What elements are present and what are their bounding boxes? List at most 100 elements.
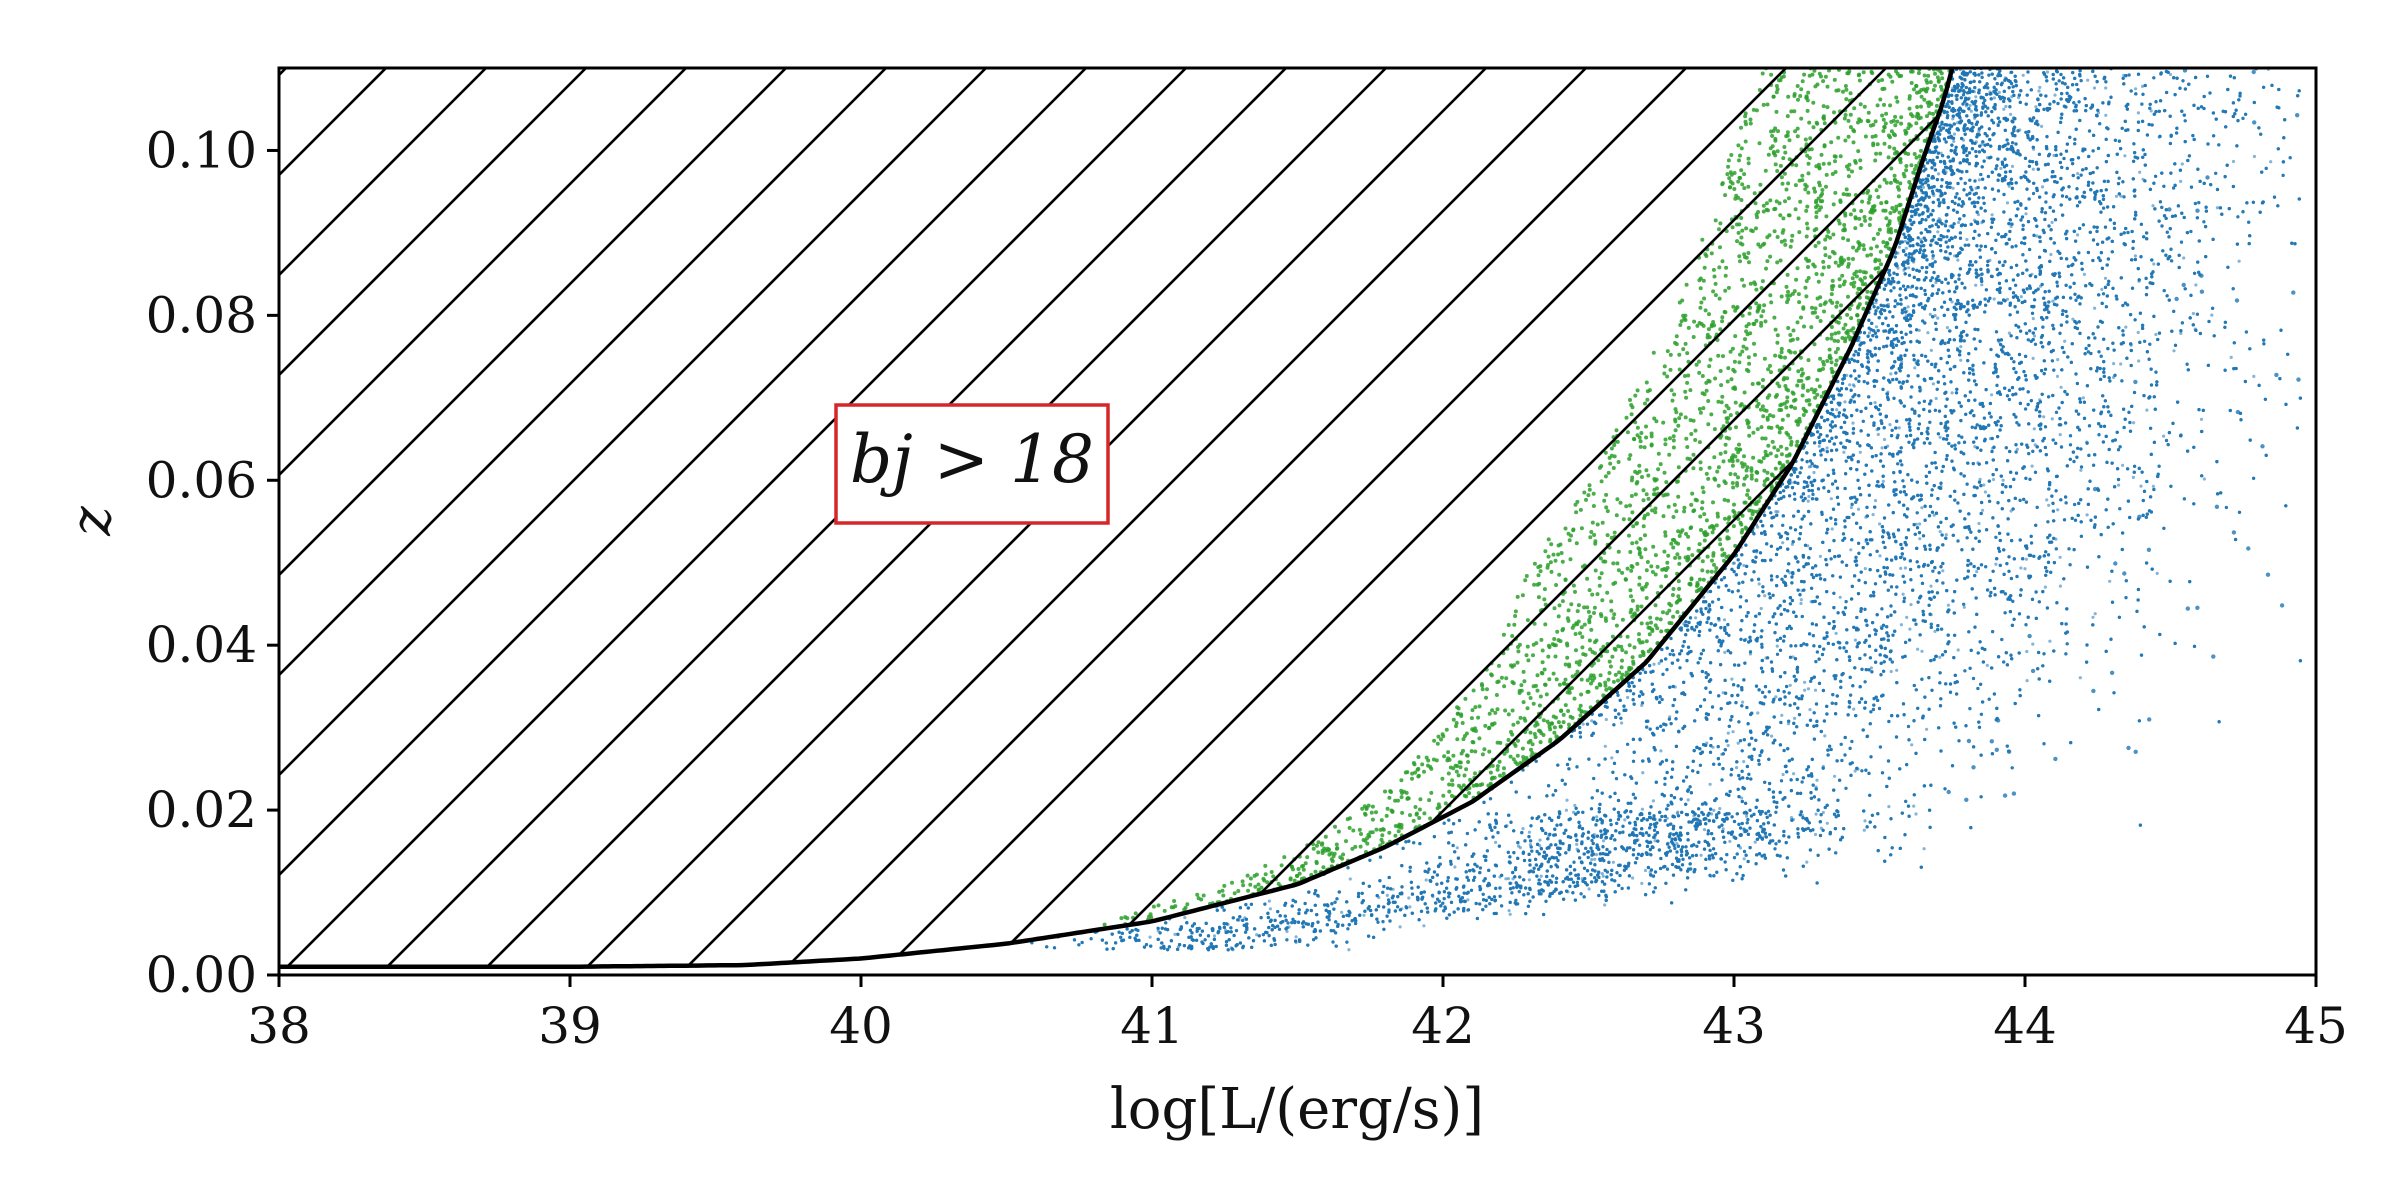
data-point-main bbox=[1818, 554, 1822, 559]
data-point-main bbox=[1853, 769, 1857, 773]
data-point-main bbox=[1821, 810, 1825, 815]
data-point-main bbox=[2005, 297, 2009, 301]
data-point-main bbox=[1858, 450, 1862, 454]
data-point-main bbox=[1781, 541, 1785, 545]
data-point-main bbox=[1918, 537, 1922, 541]
data-point-main bbox=[1686, 798, 1690, 802]
data-point-main bbox=[1997, 90, 2001, 94]
data-point-main bbox=[2140, 84, 2145, 88]
data-point-main bbox=[1838, 595, 1842, 599]
points-layer bbox=[1006, 68, 2302, 952]
data-point-main bbox=[2092, 86, 2097, 90]
data-point-main bbox=[1581, 722, 1585, 726]
data-point-main bbox=[1829, 497, 1833, 501]
data-point-main bbox=[1774, 695, 1778, 699]
data-point-main bbox=[1731, 561, 1735, 565]
data-point-main bbox=[1834, 631, 1838, 636]
data-point-main bbox=[2179, 331, 2183, 335]
data-point-main bbox=[1974, 283, 1978, 287]
data-point-main bbox=[2076, 233, 2080, 237]
data-point-main bbox=[1710, 812, 1714, 816]
data-point-main bbox=[2059, 385, 2063, 389]
data-point-main bbox=[1985, 663, 1989, 668]
data-point-main bbox=[1952, 139, 1956, 143]
data-point-main bbox=[1882, 437, 1887, 442]
data-point-main bbox=[2030, 464, 2034, 468]
data-point-main bbox=[1604, 717, 1608, 722]
data-point-main bbox=[1807, 494, 1811, 499]
data-point-main bbox=[2117, 483, 2121, 487]
data-point-main bbox=[1738, 846, 1743, 850]
data-point-main bbox=[1945, 326, 1949, 330]
data-point-main bbox=[2182, 256, 2186, 260]
plot-area bbox=[277, 66, 2318, 977]
data-point-main bbox=[1799, 598, 1803, 602]
data-point-main bbox=[1843, 400, 1847, 404]
data-point-main bbox=[2133, 254, 2137, 258]
data-point-main bbox=[2136, 111, 2140, 115]
data-point-main bbox=[1976, 213, 1980, 217]
data-point-main bbox=[2151, 484, 2155, 488]
data-point-main bbox=[1759, 606, 1763, 611]
data-point-main bbox=[1706, 590, 1710, 594]
data-point-main bbox=[1793, 716, 1797, 721]
data-point-main bbox=[1722, 618, 1727, 622]
data-point-main bbox=[1494, 840, 1498, 845]
data-point-main bbox=[1980, 283, 1984, 287]
data-point-main bbox=[2085, 513, 2089, 517]
data-point-main bbox=[2019, 566, 2023, 570]
data-point-main bbox=[1593, 857, 1597, 861]
data-point-main bbox=[2119, 362, 2123, 366]
data-point-main bbox=[1895, 668, 1899, 672]
data-point-main bbox=[1601, 839, 1606, 843]
data-point-main bbox=[1721, 827, 1725, 831]
data-point-main bbox=[2052, 153, 2056, 158]
data-point-main bbox=[1873, 401, 1877, 405]
data-point-main bbox=[2152, 262, 2156, 266]
data-point-main bbox=[2051, 299, 2055, 303]
data-point-main bbox=[2179, 179, 2183, 183]
data-point-main bbox=[1745, 814, 1749, 818]
data-point-main bbox=[1651, 799, 1655, 803]
data-point-main bbox=[1835, 408, 1839, 412]
data-point-main bbox=[2108, 579, 2112, 583]
data-point-main bbox=[1990, 213, 1994, 217]
data-point-main bbox=[1708, 782, 1712, 786]
data-point-main bbox=[1294, 935, 1298, 939]
data-point-main bbox=[1813, 688, 1818, 692]
data-point-main bbox=[1908, 627, 1912, 631]
data-point-main bbox=[2047, 503, 2051, 507]
data-point-main bbox=[2091, 615, 2095, 619]
data-point-main bbox=[1863, 819, 1867, 823]
data-point-main bbox=[2229, 355, 2233, 359]
data-point-main bbox=[1603, 744, 1607, 748]
data-point-main bbox=[2123, 154, 2127, 158]
data-point-main bbox=[1873, 499, 1878, 503]
data-point-main bbox=[1905, 615, 1909, 620]
data-point-main bbox=[1889, 372, 1893, 376]
data-point-main bbox=[1731, 730, 1735, 734]
data-point-main bbox=[1806, 499, 1810, 503]
data-point-main bbox=[2007, 184, 2011, 188]
data-point-main bbox=[1623, 818, 1627, 822]
data-point-main bbox=[1977, 521, 1981, 526]
data-point-main bbox=[1640, 807, 1644, 811]
data-point-main bbox=[1721, 691, 1725, 695]
data-point-main bbox=[1786, 722, 1791, 726]
data-point-main bbox=[2017, 96, 2021, 100]
data-point-main bbox=[1965, 237, 1969, 242]
data-point-main bbox=[2194, 283, 2198, 287]
data-point-main bbox=[2037, 89, 2041, 93]
data-point-main bbox=[1792, 772, 1796, 776]
data-point-main bbox=[1600, 872, 1604, 876]
data-point-main bbox=[1527, 878, 1531, 882]
data-point-main bbox=[1899, 623, 1903, 627]
data-point-main bbox=[1912, 804, 1916, 808]
data-point-main bbox=[1906, 305, 1910, 309]
data-point-main bbox=[1422, 924, 1426, 928]
data-point-main bbox=[2032, 334, 2037, 338]
data-point-main bbox=[2202, 477, 2206, 481]
data-point-main bbox=[2104, 113, 2108, 117]
data-point-main bbox=[2103, 276, 2108, 280]
